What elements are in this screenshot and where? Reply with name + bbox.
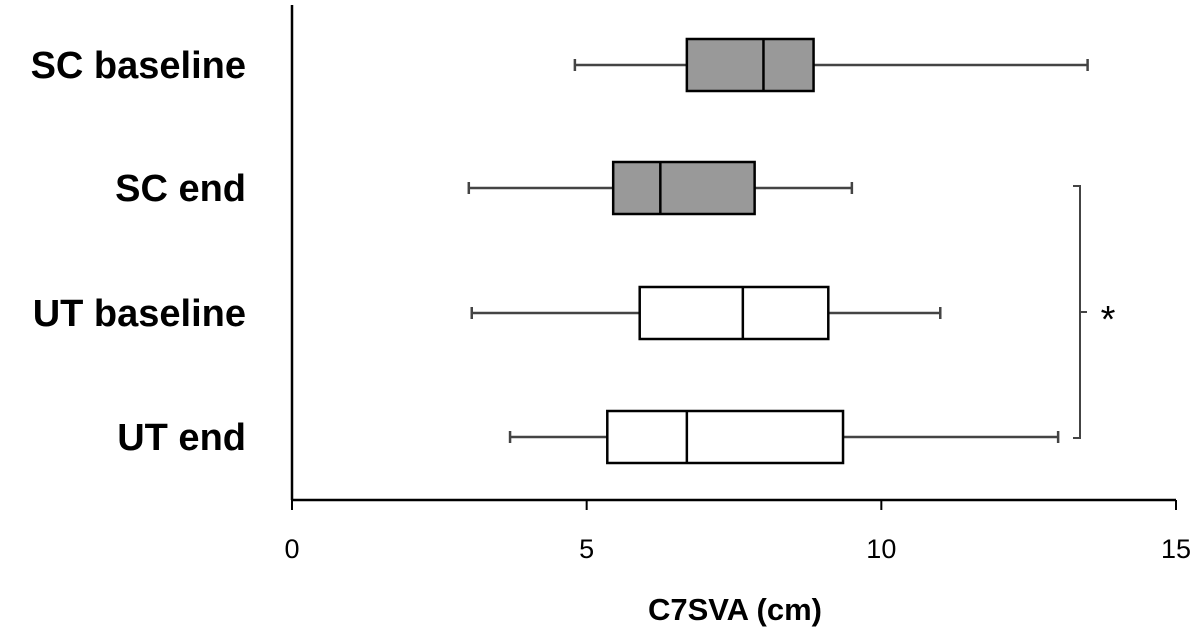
axes: 0 5 10 15: [284, 5, 1191, 564]
x-tick-label: 5: [579, 534, 594, 564]
box-ut-baseline: [470, 285, 942, 341]
significance-bracket: [1073, 185, 1081, 439]
category-label: UT baseline: [33, 293, 246, 335]
category-label: SC baseline: [31, 45, 246, 87]
x-tick-label: 10: [866, 534, 896, 564]
significance-marker: *: [1101, 299, 1116, 341]
annotations: *: [1073, 185, 1116, 439]
x-tick-label: 0: [284, 534, 299, 564]
x-axis-title: C7SVA (cm): [648, 592, 822, 627]
category-label: UT end: [117, 417, 246, 459]
box-sc-end: [467, 160, 854, 216]
category-label: SC end: [115, 168, 246, 210]
iqr-box: [606, 409, 845, 465]
box-sc-baseline: [573, 37, 1089, 93]
category-labels: SC baseline SC end UT baseline UT end: [31, 45, 246, 459]
boxes: [467, 37, 1089, 465]
iqr-box: [638, 285, 830, 341]
x-tick-label: 15: [1161, 534, 1191, 564]
box-ut-end: [508, 409, 1060, 465]
iqr-box: [611, 160, 756, 216]
iqr-box: [685, 37, 815, 93]
